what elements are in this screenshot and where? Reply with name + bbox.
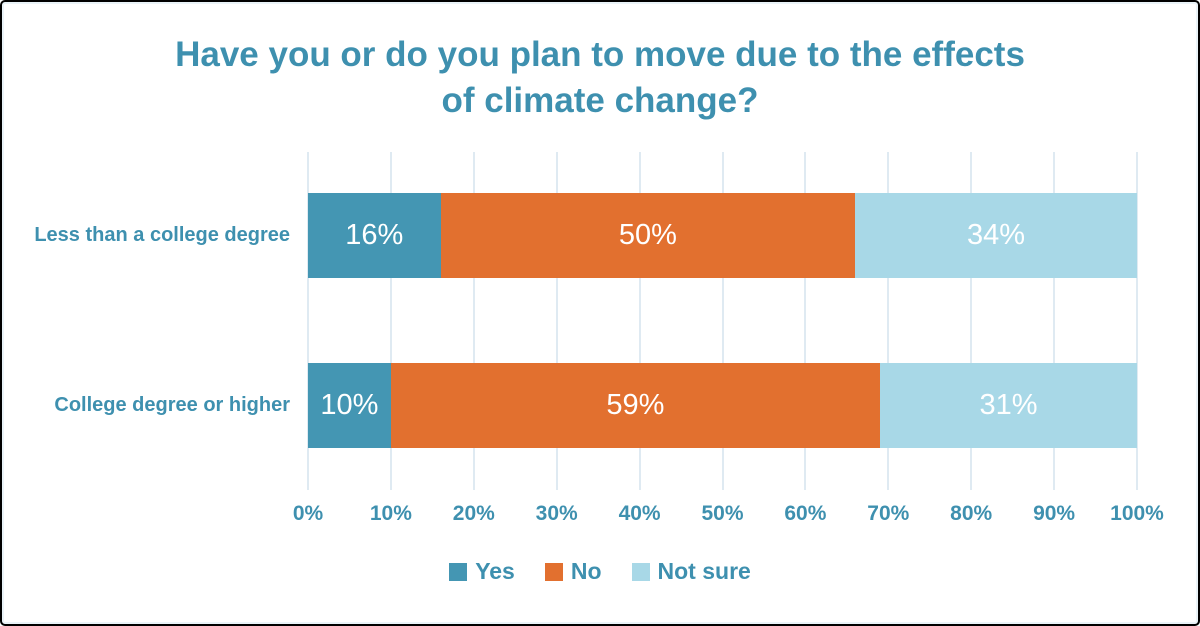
plot-area: 16% 50% 34% 10% 59% 31% (307, 152, 1138, 490)
legend: Yes No Not sure (2, 558, 1198, 585)
legend-item-not-sure: Not sure (631, 558, 751, 585)
x-axis: 0% 10% 20% 30% 40% 50% 60% 70% 80% 90% 100% (293, 502, 1164, 532)
gridline (638, 152, 641, 490)
x-tick-label: 90% (1033, 502, 1076, 525)
bar-row: 16% 50% 34% (308, 193, 1137, 278)
bar-segment-no: 59% (390, 363, 880, 448)
category-label: Less than a college degree (34, 224, 290, 246)
gridline (307, 152, 309, 490)
legend-swatch-icon (544, 562, 563, 581)
bar-value-label: 59% (606, 389, 665, 421)
bar-segment-no: 50% (440, 193, 856, 278)
bar-segment-yes: 10% (308, 363, 391, 448)
x-tick-label: 10% (369, 502, 412, 525)
legend-label: No (570, 558, 602, 584)
bar-segment-yes: 16% (308, 193, 441, 278)
chart-title: Have you or do you plan to move due to t… (175, 35, 1025, 120)
x-tick-label: 20% (452, 502, 495, 525)
bar-segment-not-sure: 31% (880, 363, 1137, 448)
x-tick-label: 70% (867, 502, 910, 525)
x-tick-label: 100% (1110, 502, 1164, 525)
legend-swatch-icon (449, 562, 468, 581)
bar-value-label: 16% (345, 219, 404, 251)
legend-item-no: No (544, 558, 602, 585)
bar-row: 10% 59% 31% (308, 363, 1137, 448)
gridline (472, 152, 475, 490)
legend-item-yes: Yes (449, 558, 515, 585)
bar-value-label: 31% (979, 389, 1038, 421)
bar-segment-not-sure: 34% (855, 193, 1137, 278)
x-tick-label: 60% (784, 502, 827, 525)
legend-swatch-icon (631, 562, 650, 581)
gridline (555, 152, 558, 490)
gridline (1053, 152, 1056, 490)
legend-label: Yes (475, 558, 515, 584)
gridline (887, 152, 890, 490)
x-tick-label: 50% (701, 502, 744, 525)
x-tick-label: 40% (618, 502, 661, 525)
category-label: College degree or higher (54, 394, 290, 416)
gridline (1136, 152, 1138, 490)
x-tick-label: 80% (950, 502, 993, 525)
bar-value-label: 50% (618, 219, 677, 251)
gridline (804, 152, 807, 490)
x-tick-label: 0% (292, 502, 324, 525)
bar-value-label: 10% (320, 389, 379, 421)
bar-value-label: 34% (967, 219, 1026, 251)
x-tick-label: 30% (535, 502, 578, 525)
legend-label: Not sure (657, 558, 751, 584)
gridline (389, 152, 392, 490)
gridline (970, 152, 973, 490)
gridline (721, 152, 724, 490)
